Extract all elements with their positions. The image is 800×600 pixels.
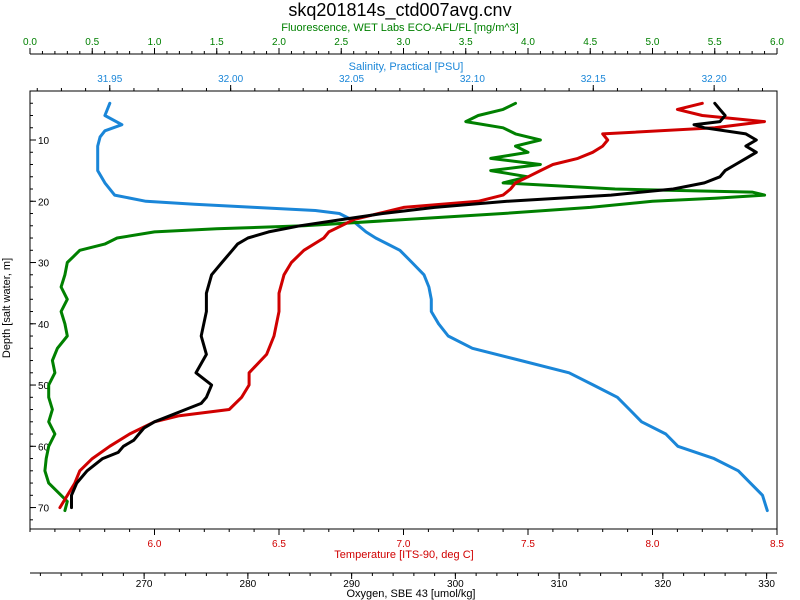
depth-axis-label: Depth [salt water, m] <box>1 258 13 358</box>
oxygen-tick-label: 310 <box>551 579 568 590</box>
depth-tick-label: 30 <box>38 259 50 270</box>
temperature-tick-label: 6.0 <box>148 539 162 550</box>
salinity-tick-label: 32.00 <box>218 74 243 85</box>
fluorescence-tick-label: 2.0 <box>272 37 286 48</box>
depth-tick-label: 50 <box>38 381 50 392</box>
fluorescence-tick-label: 0.5 <box>85 37 99 48</box>
temperature-tick-label: 7.0 <box>397 539 411 550</box>
temperature-axis: 6.0 6.5 7.0 7.5 8.0 8.5 Temperature [ITS-90, … <box>29 529 784 561</box>
fluorescence-axis: Fluorescence, WET Labs ECO-AFL/FL [mg/m^… <box>23 22 784 55</box>
salinity-tick-label: 32.05 <box>339 74 364 85</box>
oxygen-tick-label: 290 <box>343 579 360 590</box>
fluorescence-tick-label: 1.5 <box>210 37 224 48</box>
chart-title: skq201814s_ctd007avg.cnv <box>288 0 511 21</box>
oxygen-tick-label: 320 <box>655 579 672 590</box>
depth-tick-label: 20 <box>38 197 50 208</box>
oxygen-tick-label: 270 <box>136 579 153 590</box>
salinity-tick-label: 32.20 <box>702 74 727 85</box>
temperature-profile-line <box>58 101 766 510</box>
temperature-tick-label: 6.5 <box>272 539 286 550</box>
fluorescence-tick-label: 4.0 <box>521 37 535 48</box>
oxygen-tick-label: 330 <box>758 579 775 590</box>
fluorescence-axis-label: Fluorescence, WET Labs ECO-AFL/FL [mg/m^… <box>281 22 518 34</box>
plot-frame <box>29 90 778 530</box>
salinity-tick-label: 32.15 <box>581 74 606 85</box>
salinity-tick-label: 32.10 <box>460 74 485 85</box>
fluorescence-tick-label: 3.0 <box>397 37 411 48</box>
salinity-axis-label: Salinity, Practical [PSU] <box>349 61 464 73</box>
oxygen-tick-label: 300 <box>447 579 464 590</box>
salinity-tick-label: 31.95 <box>97 74 122 85</box>
oxygen-profile-line <box>70 101 758 510</box>
depth-axis: 10 20 30 40 50 60 70 Depth [salt water, m] <box>1 90 50 521</box>
fluorescence-profile-line <box>43 101 767 513</box>
fluorescence-tick-label: 5.0 <box>646 37 660 48</box>
fluorescence-tick-label: 2.5 <box>334 37 348 48</box>
temperature-tick-label: 8.5 <box>770 539 784 550</box>
temperature-axis-label: Temperature [ITS-90, deg C] <box>334 549 473 561</box>
fluorescence-tick-label: 1.0 <box>148 37 162 48</box>
fluorescence-tick-label: 6.0 <box>770 37 784 48</box>
depth-tick-label: 10 <box>38 136 50 147</box>
fluorescence-tick-label: 3.5 <box>459 37 473 48</box>
salinity-axis: Salinity, Practical [PSU] 31.95 32.00 32.0… <box>36 61 763 91</box>
depth-tick-label: 40 <box>38 320 50 331</box>
fluorescence-tick-label: 4.5 <box>583 37 597 48</box>
salinity-profile-line <box>96 101 769 513</box>
fluorescence-tick-label: 0.0 <box>23 37 37 48</box>
temperature-tick-label: 8.0 <box>646 539 660 550</box>
oxygen-axis: 270 280 290 300 310 320 330 Oxygen, SBE 43 [um… <box>30 572 777 600</box>
depth-tick-label: 70 <box>38 504 50 515</box>
oxygen-axis-label: Oxygen, SBE 43 [umol/kg] <box>346 588 475 600</box>
depth-tick-label: 60 <box>38 442 50 453</box>
oxygen-tick-label: 280 <box>240 579 257 590</box>
series-layer <box>43 101 769 513</box>
temperature-tick-label: 7.5 <box>521 539 535 550</box>
fluorescence-tick-label: 5.5 <box>708 37 722 48</box>
